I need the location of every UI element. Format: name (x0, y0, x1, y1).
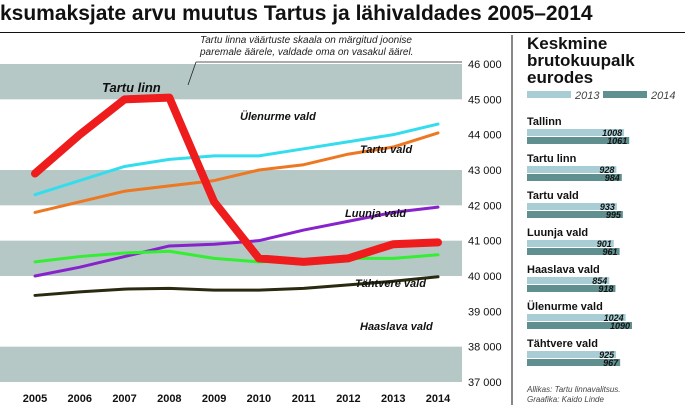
bar-category-label: Tähtvere vald (527, 338, 598, 350)
bar-title-3: eurodes (527, 68, 593, 87)
series-lines (31, 93, 442, 297)
bar-value-2014: 1061 (607, 136, 627, 146)
bar-value-2013: 928 (599, 165, 614, 175)
bar-2013 (527, 166, 617, 173)
bar-value-2014: 967 (603, 358, 619, 368)
bar-category-label: Ülenurme vald (527, 300, 603, 313)
label-ylenurme: Ülenurme vald (240, 110, 316, 123)
series-line-tartu-vald (33, 131, 440, 214)
label-haaslava: Haaslava vald (360, 321, 433, 333)
y-tick-label: 37 000 (468, 377, 502, 389)
label-tartu-linn: Tartu linn (102, 80, 161, 95)
bar-value-2013: 1008 (602, 128, 622, 138)
bar-2014 (527, 248, 620, 255)
bar-2013 (527, 277, 610, 284)
x-tick-label: 2014 (426, 393, 451, 405)
bar-category-label: Tartu linn (527, 153, 577, 165)
label-tartu-vald: Tartu vald (360, 144, 412, 156)
bar-2014 (527, 137, 630, 144)
bar-value-2014: 984 (605, 173, 620, 183)
y-tick-label: 43 000 (468, 165, 502, 177)
y-tick-label: 44 000 (468, 130, 502, 142)
gray-band (0, 64, 462, 100)
x-tick-label: 2013 (381, 393, 405, 405)
bar-value-2013: 1024 (604, 313, 624, 323)
credit-line-1: Allikas: Tartu linnavalitsus. (526, 385, 621, 394)
bar-2013 (527, 351, 617, 358)
label-luunja: Luunja vald (345, 208, 406, 220)
bar-value-2014: 918 (598, 284, 613, 294)
chart-title: ksumaksjate arvu muutus Tartus ja lähiva… (0, 2, 593, 25)
bar-value-2014: 961 (603, 247, 618, 257)
y-tick-label: 42 000 (468, 200, 502, 212)
bar-value-2013: 933 (600, 202, 615, 212)
credit-line-2: Graafika: Kaido Linde (527, 395, 604, 404)
note-pointer-line (187, 61, 197, 86)
series-line-haaslava-vald (33, 275, 440, 297)
bar-2014 (527, 285, 616, 292)
bar-2013 (527, 129, 625, 136)
bar-category-label: Haaslava vald (527, 264, 600, 276)
legend-swatch-2014 (603, 91, 647, 98)
y-tick-label: 38 000 (468, 342, 502, 354)
bar-2014 (527, 174, 622, 181)
x-tick-label: 2010 (247, 393, 271, 405)
legend-2013: 2013 (574, 90, 600, 102)
series-line-tartu-linn (31, 93, 442, 266)
x-axis-ticks: 2005 2006 2007 2008 2009 2010 2011 2012 2013 2014 (23, 393, 451, 405)
note-line-1: Tartu linna väärtuste skaala on märgitud… (200, 35, 412, 46)
bar-2014 (527, 359, 621, 366)
series-line-tähtvere-vald (33, 249, 440, 264)
x-tick-label: 2006 (68, 393, 92, 405)
bar-2013 (527, 314, 626, 321)
legend-2014: 2014 (650, 90, 675, 102)
bar-2014 (527, 211, 623, 218)
bar-2013 (527, 203, 617, 210)
bar-value-2014: 995 (606, 210, 622, 220)
bar-value-2014: 1090 (610, 321, 630, 331)
series-line-luunja-vald (33, 205, 440, 278)
bar-2014 (527, 322, 632, 329)
y-tick-label: 46 000 (468, 59, 502, 71)
bar-title-2: brutokuupalk (527, 51, 635, 70)
x-tick-label: 2012 (336, 393, 360, 405)
bar-category-label: Luunja vald (527, 227, 588, 239)
title-rule (0, 32, 685, 33)
x-tick-label: 2008 (157, 393, 181, 405)
bar-2013 (527, 240, 614, 247)
y-tick-label: 40 000 (468, 271, 502, 283)
bar-value-2013: 925 (599, 350, 615, 360)
note-line-2: paremale äärele, valdade oma on vasakul … (199, 47, 413, 58)
bar-value-2013: 901 (597, 239, 612, 249)
x-tick-label: 2009 (202, 393, 226, 405)
bar-value-2013: 854 (592, 276, 607, 286)
y-tick-label: 39 000 (468, 306, 502, 318)
x-tick-label: 2007 (112, 393, 136, 405)
y-tick-label: 41 000 (468, 236, 502, 248)
x-tick-label: 2005 (23, 393, 47, 405)
right-axis-ticks: 46 000 45 000 44 000 43 000 42 000 41 000 40 0… (468, 59, 502, 389)
series-line-ülenurme-vald (33, 122, 440, 197)
bar-title-1: Keskmine (527, 34, 607, 53)
x-tick-label: 2011 (292, 393, 316, 405)
legend-swatch-2013 (527, 91, 571, 98)
y-tick-label: 45 000 (468, 94, 502, 106)
label-tahtvere: Tähtvere vald (355, 278, 426, 290)
gray-band (0, 346, 462, 382)
bar-category-label: Tallinn (527, 116, 562, 128)
bar-category-label: Tartu vald (527, 190, 579, 202)
